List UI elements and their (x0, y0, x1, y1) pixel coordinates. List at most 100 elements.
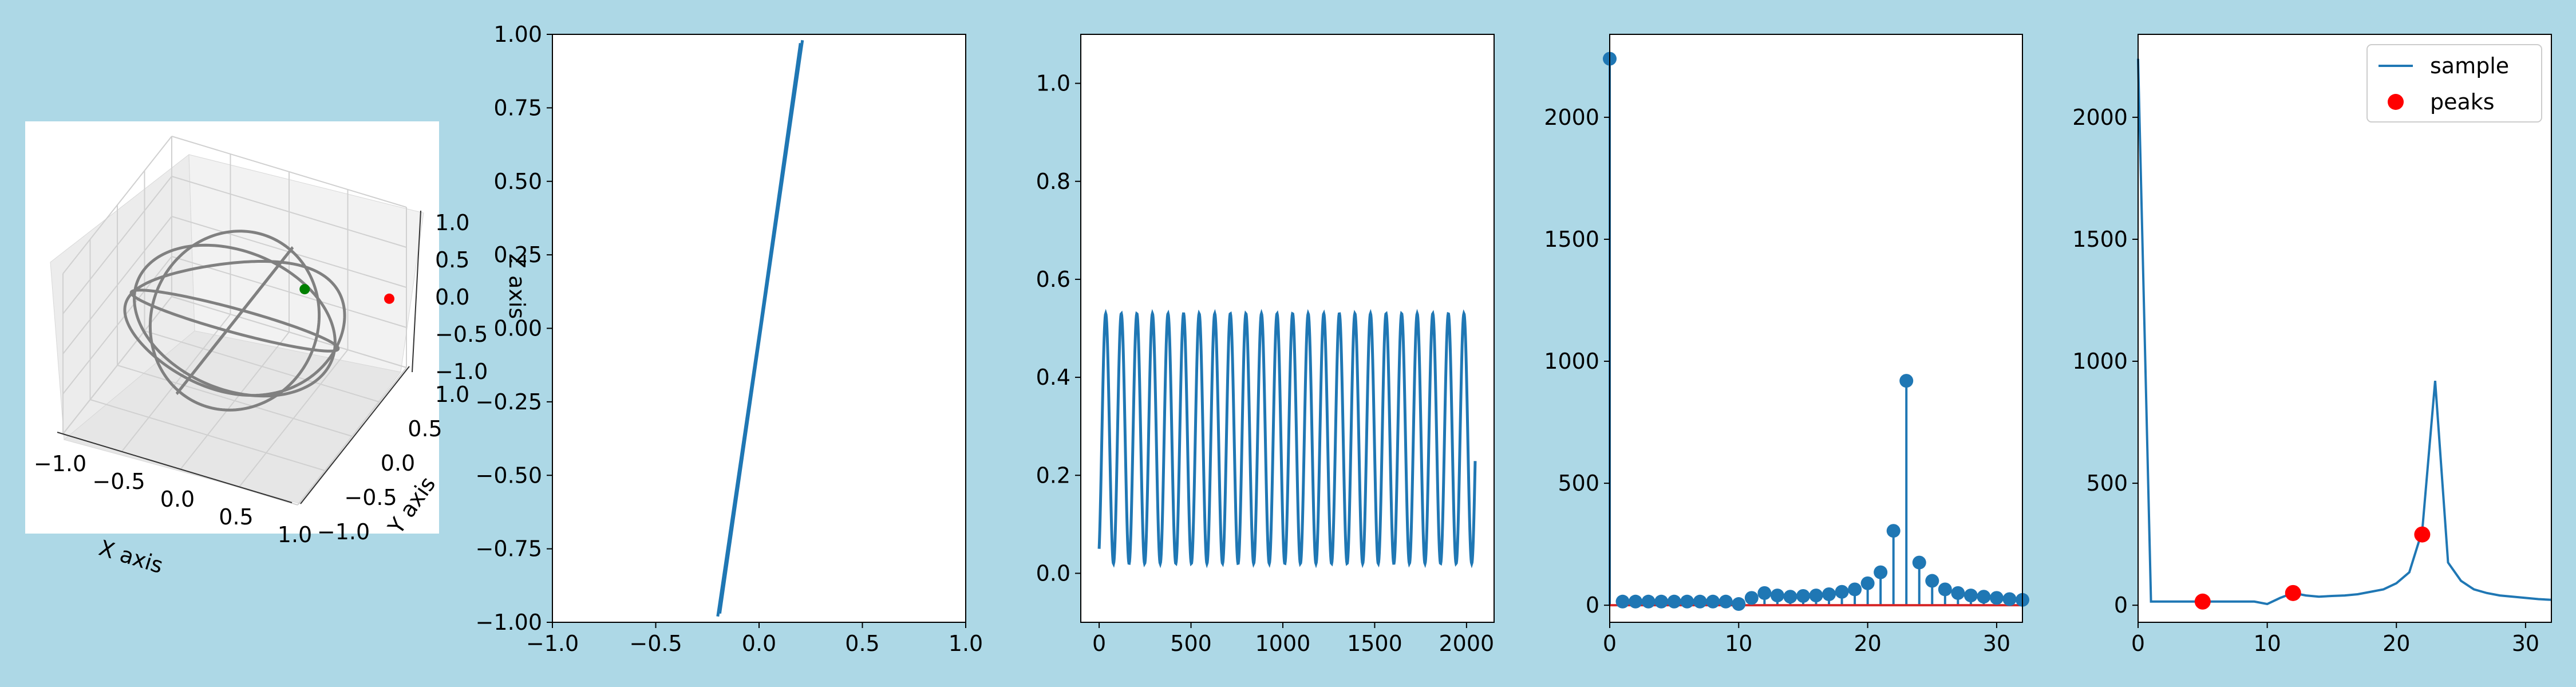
sine-plot-panel-3: 0 500 1000 1500 2000 0.0 0.2 0.4 0.6 0.8 1.0 (1036, 34, 1495, 656)
p2-ytick-label: −0.50 (476, 463, 542, 488)
3d-z-ticks: −1.0 −0.5 0.0 0.5 1.0 (435, 210, 488, 384)
p4-stem-marker (1951, 586, 1965, 600)
p5-legend-peaks-swatch (2388, 94, 2404, 110)
p1-y-tick-label: −0.5 (344, 485, 397, 510)
p4-stem-marker (1641, 594, 1656, 609)
stem-plot-panel-4: 0 10 20 30 0 500 1000 1500 2000 (1544, 34, 2029, 656)
p3-ytick-label: 0.8 (1036, 169, 1070, 194)
p5-peak-marker (2194, 593, 2211, 610)
p5-xtick-label: 10 (2253, 631, 2281, 656)
p1-green-point (299, 284, 310, 295)
p4-stem-marker (1874, 565, 1888, 579)
p4-stem-marker (1796, 589, 1810, 603)
p5-xtick-label: 20 (2383, 631, 2410, 656)
p1-floor-grid-line (297, 367, 407, 506)
p3-ytick-label: 1.0 (1036, 71, 1070, 96)
p5-peak-marker (2285, 585, 2301, 601)
p1-floor-grid-line (171, 296, 407, 368)
p4-ytick-label: 0 (1586, 593, 1599, 618)
3d-x-axis-line (57, 432, 293, 503)
p5-legend-sample-label: sample (2430, 53, 2509, 78)
p4-stem-marker (1963, 589, 1978, 603)
p4-stem-marker (1938, 582, 1952, 597)
p4-stem-marker (1822, 587, 1836, 601)
p4-ytick-label: 1500 (1544, 227, 1599, 252)
p3-xtick-label: 500 (1170, 631, 1212, 656)
p5-legend-box (2366, 44, 2542, 123)
p1-floor-grid-line (117, 365, 353, 437)
p2-xtick-label: 1.0 (949, 631, 983, 656)
p5-ytick-label: 500 (2086, 471, 2128, 496)
p4-stem-marker (1615, 594, 1630, 609)
p4-stem-marker (1757, 586, 1772, 600)
p1-x-tick-label: 0.5 (219, 504, 253, 530)
p3-xtick-label: 2000 (1439, 631, 1495, 656)
p4-stem-marker (1744, 591, 1759, 605)
p1-left-grid-line (62, 136, 172, 274)
3d-x-axis-label: X axis (96, 535, 166, 578)
3d-grid (62, 136, 407, 506)
p5-xtick-label: 30 (2512, 631, 2539, 656)
3d-points (299, 284, 394, 304)
p5-frame (2138, 34, 2552, 623)
p2-ytick-label: 0.25 (493, 242, 542, 267)
3d-y-ticks: −1.0 −0.5 0.0 0.5 1.0 (317, 382, 469, 544)
3d-x-ticks: −1.0−0.5 0.0 0.5 1.0 (34, 451, 312, 547)
p1-curve (148, 230, 321, 412)
peaks-plot-panel-5: 0 10 20 30 0 500 1000 1500 2000 sample peaks (2072, 34, 2552, 656)
p4-xtick-label: 30 (1983, 631, 2010, 656)
p1-y-tick-label: 0.0 (381, 451, 415, 476)
p1-floor-grid-line (144, 330, 380, 402)
line-plot-panel-2: −1.0 −0.5 0.0 0.5 1.0 1.00 0.75 0.50 0.25 0.00 −0.… (476, 22, 983, 656)
p2-xtick-label: 0.0 (742, 631, 776, 656)
p2-ytick-label: 0.75 (493, 95, 542, 120)
p1-z-tick-label: 0.5 (435, 247, 469, 273)
p1-x-tick-label: −1.0 (34, 451, 86, 476)
p2-ytick-label: −0.25 (476, 389, 542, 414)
p1-z-tick-label: −0.5 (435, 322, 488, 347)
p1-back-grid-line (171, 176, 407, 248)
p4-stem-marker (1706, 594, 1720, 609)
p4-stem-marker (1989, 591, 2004, 605)
p1-y-tick-label: −1.0 (317, 519, 370, 544)
p4-stem-marker (1667, 594, 1681, 609)
p4-plot-area (1610, 34, 2022, 622)
p4-stem-marker (1925, 574, 1939, 588)
p2-xtick-label: 0.5 (845, 631, 879, 656)
p1-z-tick-label: −1.0 (435, 359, 488, 384)
p4-stem-marker (2002, 592, 2017, 606)
p4-stem-marker (1899, 374, 1914, 388)
p4-xtick-label: 10 (1725, 631, 1752, 656)
p4-ytick-label: 1000 (1544, 349, 1599, 374)
p2-ytick-label: 0.50 (493, 169, 542, 194)
p4-xtick-label: 0 (1603, 631, 1617, 656)
p5-legend: sample peaks (2366, 44, 2542, 123)
p1-red-point (384, 293, 394, 304)
p2-series-line (716, 40, 804, 617)
p4-stem-marker (1886, 524, 1901, 538)
p4-stem-marker (1809, 589, 1823, 603)
p4-stem-marker (1693, 594, 1707, 609)
p4-ytick-label: 500 (1558, 471, 1599, 496)
p2-ytick-label: 0.00 (493, 316, 542, 341)
p4-stem-marker (1732, 597, 1746, 611)
p5-plot-area (2138, 34, 2551, 622)
p1-back-grid-line (171, 136, 407, 208)
p3-xtick-label: 1500 (1347, 631, 1402, 656)
p4-stem-marker (1770, 589, 1784, 603)
p1-curve (175, 246, 294, 395)
p4-xtick-label: 20 (1854, 631, 1881, 656)
p4-stem-marker (1860, 576, 1875, 590)
p5-ytick-label: 1000 (2072, 349, 2128, 374)
p4-stem-marker (1654, 594, 1669, 609)
p1-y-tick-label: 0.5 (408, 416, 442, 441)
p4-stem-marker (1718, 594, 1733, 609)
3d-z-axis-line (412, 210, 421, 373)
p1-z-tick-label: 0.0 (435, 285, 469, 310)
p2-ytick-label: 1.00 (493, 22, 542, 47)
p5-ytick-label: 1500 (2072, 227, 2128, 252)
p1-y-tick-label: 1.0 (435, 382, 469, 407)
p3-ytick-label: 0.0 (1036, 560, 1070, 586)
p3-xtick-label: 0 (1092, 631, 1106, 656)
p4-stem-marker (1783, 590, 1797, 604)
